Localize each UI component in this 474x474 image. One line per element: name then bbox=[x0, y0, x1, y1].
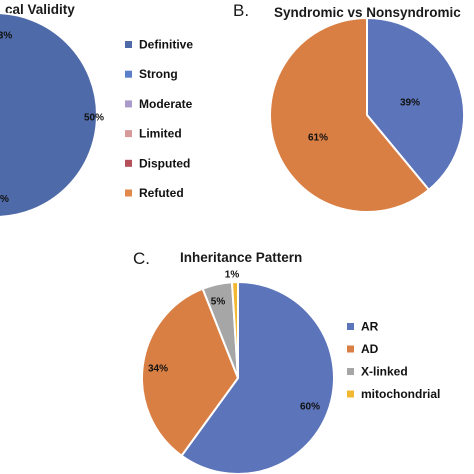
pie-c-legend-label-3: X-linked bbox=[361, 365, 408, 379]
pie-c-data-label-4: 1% bbox=[225, 270, 240, 281]
pie-c-slice-2 bbox=[141, 287, 240, 458]
pie-a-legend-label-4: Limited bbox=[139, 127, 182, 141]
pie-a-legend-swatch-5 bbox=[125, 159, 132, 167]
pie-c-legend-label-2: AD bbox=[361, 342, 379, 356]
pie-c-legend-swatch-1 bbox=[347, 323, 354, 330]
pie-c-slice-1 bbox=[180, 280, 335, 474]
pie-a-data-label-extra: % bbox=[0, 194, 9, 205]
pie-c-data-label-2: 34% bbox=[148, 364, 168, 375]
pie-a-legend-swatch-3 bbox=[125, 100, 132, 108]
pie-a-legend-label-2: Strong bbox=[139, 67, 178, 81]
pie-c-slice-4 bbox=[230, 280, 239, 379]
pie-b-data-label-1: 39% bbox=[400, 98, 420, 109]
panel-a-legend: Definitive Strong Moderate Limited Disputed R… bbox=[125, 38, 193, 200]
panel-c: C. Inheritance Pattern 60% 34% 5% 1% AR AD X-… bbox=[133, 249, 440, 474]
panel-a-pie: 50% 3%% bbox=[0, 12, 104, 218]
panel-b: B. Syndromic vs Nonsyndromic 39% 61% bbox=[233, 1, 465, 213]
pie-a-legend-swatch-1 bbox=[125, 41, 132, 48]
panel-c-title: Inheritance Pattern bbox=[180, 250, 302, 265]
pie-a-legend-label-1: Definitive bbox=[139, 38, 193, 52]
pie-c-legend-label-1: AR bbox=[361, 320, 379, 334]
pie-a-legend-label-5: Disputed bbox=[139, 156, 190, 170]
pie-b-slice-2 bbox=[269, 16, 431, 213]
pie-c-legend-label-4: mitochondrial bbox=[361, 387, 440, 401]
pie-c-legend-swatch-3 bbox=[347, 368, 354, 375]
pie-a-legend-swatch-4 bbox=[125, 130, 132, 138]
panel-b-pie: 39% 61% bbox=[269, 16, 465, 213]
pie-c-legend-swatch-4 bbox=[347, 390, 354, 398]
panel-a-title: cal Validity bbox=[5, 2, 75, 17]
panel-b-label: B. bbox=[233, 1, 249, 20]
panel-c-legend: AR AD X-linked mitochondrial bbox=[347, 320, 440, 401]
pie-a-legend-label-3: Moderate bbox=[139, 97, 193, 111]
pie-a-legend-swatch-2 bbox=[125, 70, 132, 78]
pie-c-data-label-1: 60% bbox=[300, 402, 320, 413]
pie-a-legend-label-6: Refuted bbox=[139, 186, 184, 200]
panel-a: cal Validity 50% 3%% Definitive Strong Mode… bbox=[0, 2, 193, 218]
pie-a-legend-swatch-6 bbox=[125, 189, 132, 197]
pie-b-slice-1 bbox=[366, 16, 465, 192]
pie-c-data-label-3: 5% bbox=[211, 297, 226, 308]
pie-a-slice-1 bbox=[0, 12, 98, 218]
pie-a-data-label-6: 3% bbox=[0, 31, 12, 42]
pie-c-legend-swatch-2 bbox=[347, 345, 354, 353]
pie-b-data-label-2: 61% bbox=[308, 133, 328, 144]
panel-c-label: C. bbox=[133, 249, 150, 268]
panel-c-pie: 60% 34% 5% 1% bbox=[141, 270, 335, 474]
panel-b-title: Syndromic vs Nonsyndromic bbox=[274, 5, 461, 20]
pie-a-data-label-1: 50% bbox=[84, 113, 104, 124]
